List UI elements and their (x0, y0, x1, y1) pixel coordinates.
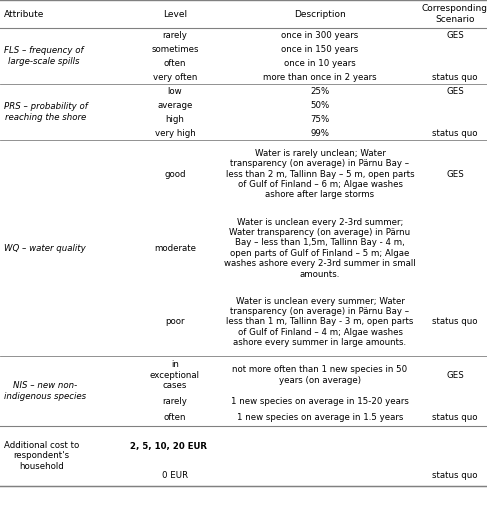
Text: 75%: 75% (310, 115, 330, 124)
Text: GES: GES (446, 169, 464, 179)
Text: not more often than 1 new species in 50
years (on average): not more often than 1 new species in 50 … (232, 365, 408, 385)
Text: moderate: moderate (154, 243, 196, 252)
Text: status quo: status quo (432, 413, 478, 422)
Text: very often: very often (153, 72, 197, 81)
Text: PRS – probability of
reaching the shore: PRS – probability of reaching the shore (4, 102, 88, 122)
Text: high: high (166, 115, 185, 124)
Text: low: low (168, 87, 182, 96)
Text: WQ – water quality: WQ – water quality (4, 243, 86, 252)
Text: status quo: status quo (432, 72, 478, 81)
Text: average: average (157, 100, 193, 109)
Text: 1 new species on average in 1.5 years: 1 new species on average in 1.5 years (237, 413, 403, 422)
Text: very high: very high (155, 128, 195, 137)
Text: GES: GES (446, 87, 464, 96)
Text: sometimes: sometimes (151, 44, 199, 53)
Text: once in 150 years: once in 150 years (281, 44, 358, 53)
Text: Water is unclean every 2-3rd summer;
Water transparency (on average) in Pärnu
Ba: Water is unclean every 2-3rd summer; Wat… (224, 217, 416, 278)
Text: FLS – frequency of
large-scale spills: FLS – frequency of large-scale spills (4, 46, 83, 66)
Text: status quo: status quo (432, 471, 478, 480)
Text: Additional cost to
respondent's
household: Additional cost to respondent's househol… (4, 441, 79, 471)
Text: Level: Level (163, 10, 187, 18)
Text: often: often (164, 59, 186, 68)
Text: rarely: rarely (163, 31, 187, 40)
Text: status quo: status quo (432, 318, 478, 326)
Text: Corresponding
Scenario: Corresponding Scenario (422, 4, 487, 24)
Text: GES: GES (446, 371, 464, 380)
Text: NIS – new non-
indigenous species: NIS – new non- indigenous species (4, 381, 86, 401)
Text: 25%: 25% (310, 87, 330, 96)
Text: Water is unclean every summer; Water
transparency (on average) in Pärnu Bay –
le: Water is unclean every summer; Water tra… (226, 297, 413, 347)
Text: Attribute: Attribute (4, 10, 44, 18)
Text: 50%: 50% (310, 100, 330, 109)
Text: 0 EUR: 0 EUR (162, 471, 188, 480)
Text: more than once in 2 years: more than once in 2 years (263, 72, 377, 81)
Text: once in 10 years: once in 10 years (284, 59, 356, 68)
Text: Description: Description (294, 10, 346, 18)
Text: good: good (164, 169, 186, 179)
Text: 99%: 99% (311, 128, 330, 137)
Text: once in 300 years: once in 300 years (281, 31, 358, 40)
Text: Water is rarely unclean; Water
transparency (on average) in Pärnu Bay –
less tha: Water is rarely unclean; Water transpare… (225, 149, 414, 200)
Text: status quo: status quo (432, 128, 478, 137)
Text: in
exceptional
cases: in exceptional cases (150, 360, 200, 390)
Text: poor: poor (165, 318, 185, 326)
Text: GES: GES (446, 31, 464, 40)
Text: 2, 5, 10, 20 EUR: 2, 5, 10, 20 EUR (130, 441, 207, 450)
Text: often: often (164, 413, 186, 422)
Text: 1 new species on average in 15-20 years: 1 new species on average in 15-20 years (231, 398, 409, 407)
Text: rarely: rarely (163, 398, 187, 407)
